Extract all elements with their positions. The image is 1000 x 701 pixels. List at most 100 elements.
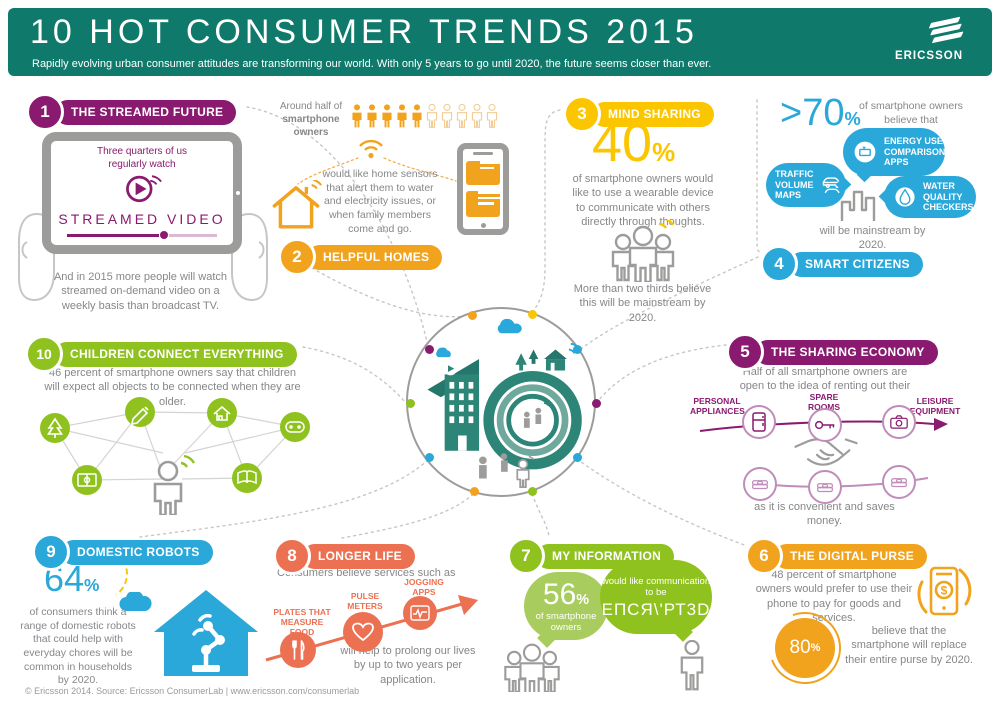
person-icon — [397, 104, 407, 128]
fridge-icon — [742, 405, 776, 439]
section-number: 7 — [507, 537, 545, 575]
section-title: HELPFUL HOMES — [307, 244, 443, 270]
streamed-video-label: STREAMED VIDEO — [58, 211, 226, 227]
ericsson-logo-icon — [928, 14, 964, 45]
badge-longer-life: 8 LONGER LIFE — [273, 537, 415, 575]
group-people-icon — [611, 220, 675, 282]
pulse-meters-label: PULSE METERS — [347, 591, 383, 611]
phone-payment-icon: $ — [917, 566, 972, 616]
section-title: THE SHARING ECONOMY — [755, 339, 938, 365]
digital-purse-stat: 80% — [775, 618, 835, 678]
key-icon — [808, 408, 842, 442]
person-icon — [426, 103, 438, 128]
streamed-future-caption: And in 2015 more people will watch strea… — [53, 271, 228, 312]
energy-icon — [854, 140, 876, 163]
connector-dot-cyan — [573, 453, 582, 462]
alert-message-icon — [466, 161, 500, 185]
mind-sharing-caption: More than two thirds believe this will b… — [573, 283, 712, 324]
stat-caption: of smartphone owners — [535, 611, 597, 633]
digital-purse-caption: believe that the smartphone will replace… — [845, 625, 973, 666]
section-number: 1 — [26, 93, 64, 131]
page-title: 10 HOT CONSUMER TRENDS 2015 — [30, 13, 698, 51]
section-title: CHILDREN CONNECT EVERYTHING — [54, 341, 297, 367]
section-number: 9 — [32, 533, 70, 571]
section-number: 5 — [726, 333, 764, 371]
badge-digital-purse: 6 THE DIGITAL PURSE — [745, 537, 927, 575]
big-ten-illustration — [427, 318, 582, 488]
connector-dot-purple — [425, 345, 434, 354]
child-person-icon — [153, 454, 196, 515]
connector-dot-yellow — [528, 310, 537, 319]
tablet-graphic: Three quarters of us regularly watch STR… — [42, 132, 242, 254]
ericsson-logo: ERICSSON — [886, 14, 972, 62]
connector-dot-green — [406, 399, 415, 408]
bubble-label: ENERGY USE COMPARISON APPS — [884, 136, 946, 168]
person-icon — [471, 103, 483, 128]
section-title: THE STREAMED FUTURE — [55, 99, 237, 125]
person-icon — [352, 104, 362, 128]
badge-domestic-robots: 9 DOMESTIC ROBOTS — [32, 533, 213, 571]
person-icon — [367, 104, 377, 128]
section-title: MY INFORMATION — [536, 543, 675, 569]
badge-mind-sharing: 3 MIND SHARING — [563, 95, 714, 133]
my-information-stat: 56% — [542, 578, 590, 611]
helpful-homes-lead: Around half of smartphone owners — [279, 101, 343, 138]
connector-dot-orange — [470, 487, 479, 496]
connector-dot-purple — [592, 399, 601, 408]
section-number: 2 — [278, 238, 316, 276]
smart-citizens-stat: >70% — [780, 92, 861, 134]
jogging-apps-label: JOGGING APPS — [404, 577, 444, 597]
section-number: 4 — [760, 245, 798, 283]
badge-my-information: 7 MY INFORMATION — [507, 537, 675, 575]
person-icon — [412, 104, 422, 128]
encrypted-speech-bubble: would like communication to be ЕПСЯ\'РТ3… — [600, 560, 712, 642]
badge-children-connect: 10 CHILDREN CONNECT EVERYTHING — [25, 335, 297, 373]
money-icon — [882, 465, 916, 499]
bubble-label: TRAFFIC VOLUME MAPS — [775, 169, 814, 201]
money-icon — [743, 467, 777, 501]
handshake-icon — [794, 438, 858, 466]
camera-icon — [882, 405, 916, 439]
badge-sharing-economy: 5 THE SHARING ECONOMY — [726, 333, 938, 371]
notification-phone-icon — [457, 143, 509, 235]
page-subtitle: Rapidly evolving urban consumer attitude… — [32, 58, 712, 70]
smart-citizens-caption: will be mainstream by 2020. — [819, 225, 926, 252]
tablet-camera-dot — [236, 191, 240, 195]
connected-objects-network — [40, 397, 310, 515]
money-icon — [808, 470, 842, 504]
single-person-icon — [680, 640, 704, 691]
svg-text:$: $ — [941, 584, 948, 598]
person-icon — [486, 103, 498, 128]
city-skyline-icon — [840, 190, 876, 221]
badge-helpful-homes: 2 HELPFUL HOMES — [278, 238, 443, 276]
water-drop-icon — [895, 187, 915, 207]
video-progress-bar — [67, 231, 217, 239]
section-number: 3 — [563, 95, 601, 133]
badge-smart-citizens: 4 SMART CITIZENS — [760, 245, 923, 283]
section-title: DOMESTIC ROBOTS — [61, 539, 213, 565]
section-number: 6 — [745, 537, 783, 575]
brand-name: ERICSSON — [894, 50, 964, 62]
robot-house-icon — [154, 590, 258, 676]
person-icon — [382, 104, 392, 128]
smart-citizens-lead: of smartphone owners believe that — [859, 100, 963, 126]
sharing-economy-caption: as it is convenient and saves money. — [754, 501, 895, 528]
digital-purse-body: 48 percent of smartphone owners would pr… — [755, 569, 913, 624]
jogging-app-icon — [403, 596, 437, 630]
section-title: THE DIGITAL PURSE — [774, 543, 927, 569]
longer-life-lead: Consumers believe services such as — [277, 567, 456, 579]
tablet-screen-text: Three quarters of us regularly watch — [96, 146, 188, 170]
connector-dot-orange — [468, 311, 477, 320]
energy-apps-bubble: ENERGY USE COMPARISON APPS — [843, 128, 946, 183]
smart-home-icon — [272, 180, 322, 229]
personal-appliances-label: PERSONAL APPLIANCES — [690, 396, 745, 416]
section-number: 8 — [273, 537, 311, 575]
cutlery-icon — [280, 632, 316, 668]
bubble-label: WATER QUALITY CHECKERS — [923, 181, 974, 213]
header-banner: 10 HOT CONSUMER TRENDS 2015 Rapidly evol… — [8, 8, 992, 76]
mind-sharing-body: of smartphone owners would like to use a… — [572, 173, 714, 228]
group-people-icon — [504, 643, 560, 692]
smartphone-owners-people-icons — [350, 101, 499, 132]
heart-icon — [343, 612, 383, 652]
